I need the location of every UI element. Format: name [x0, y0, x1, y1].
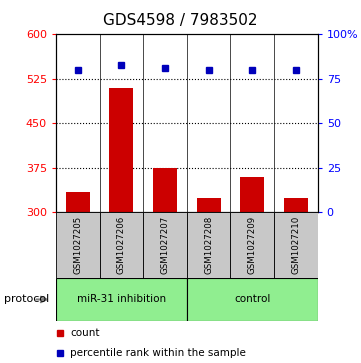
Bar [56, 278, 187, 321]
Bar [153, 168, 177, 212]
Text: count: count [70, 328, 100, 338]
Text: control: control [234, 294, 270, 305]
Bar [240, 177, 264, 212]
Bar [56, 212, 100, 278]
Text: GSM1027208: GSM1027208 [204, 216, 213, 274]
Bar [109, 88, 133, 212]
Bar [187, 278, 318, 321]
Text: GSM1027205: GSM1027205 [73, 216, 82, 274]
Bar [66, 192, 90, 212]
Text: GSM1027210: GSM1027210 [291, 216, 300, 274]
Text: protocol: protocol [4, 294, 49, 305]
Text: percentile rank within the sample: percentile rank within the sample [70, 347, 246, 358]
Text: GDS4598 / 7983502: GDS4598 / 7983502 [103, 13, 258, 28]
Text: GSM1027206: GSM1027206 [117, 216, 126, 274]
Bar [100, 212, 143, 278]
Bar [197, 197, 221, 212]
Bar [230, 212, 274, 278]
Text: GSM1027207: GSM1027207 [161, 216, 170, 274]
Bar [284, 197, 308, 212]
Bar [187, 212, 230, 278]
Bar [143, 212, 187, 278]
Bar [274, 212, 318, 278]
Text: miR-31 inhibition: miR-31 inhibition [77, 294, 166, 305]
Text: GSM1027209: GSM1027209 [248, 216, 257, 274]
